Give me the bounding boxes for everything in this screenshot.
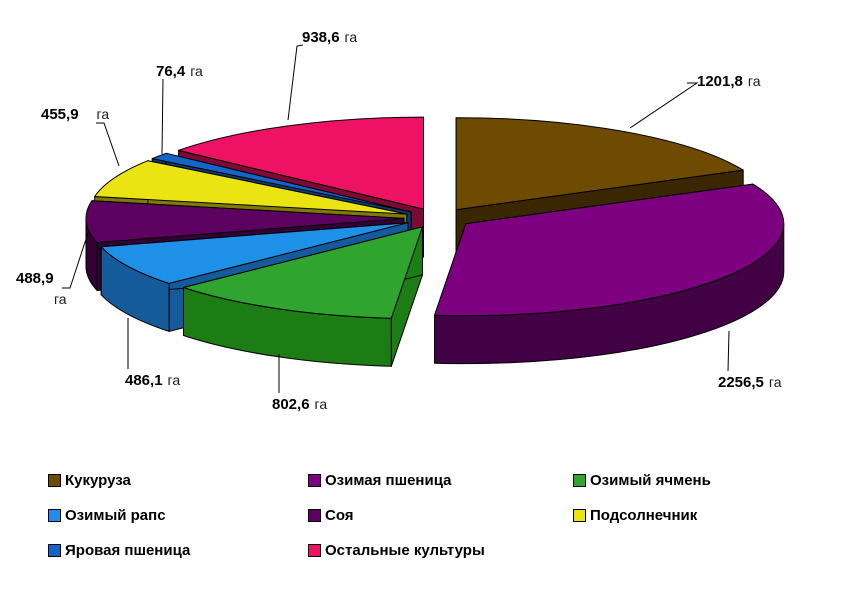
slice-top-ozimaya-pshenitsa [434,183,785,317]
value-text: 802,6 [272,396,310,413]
pie-slice-ozimaya-pshenitsa[interactable] [434,183,785,365]
value-label-ostalnye-kultury: 938,6 га [302,28,357,47]
unit-text: га [747,73,761,89]
slice-top-podsolnechnik [94,160,408,215]
value-text: 455,9 [41,106,79,123]
legend-swatch-soya [308,508,321,522]
slice-top-yarovaya-pshenitsa [151,152,412,213]
leader-line-yarovaya-pshenitsa [161,78,164,155]
value-label-yarovaya-pshenitsa: 76,4 га [156,62,203,81]
legend-swatch-yarovaya-pshenitsa [48,543,61,557]
value-text: 2256,5 [718,374,764,391]
legend-item-kukuruza[interactable]: Кукуруза [48,471,308,489]
unit-text: га [768,374,782,390]
value-label-kukuruza: 1201,8 га [697,72,760,91]
leader-line-ozimaya-pshenitsa [727,330,730,372]
leader-line-podsolnechnik [96,122,120,167]
unit-text: га [54,291,67,307]
leader-line-ostalnye-kultury [287,44,304,121]
legend-swatch-ozimyj-yachmen [573,473,586,487]
legend-swatch-ozimyj-raps [48,508,61,522]
value-text: 1201,8 [697,73,743,90]
slice-top-ozimyj-raps [100,222,409,284]
value-text: 938,6 [302,29,340,46]
value-text: 488,9 [16,270,54,287]
legend-label: Озимая пшеница [325,471,452,489]
legend-item-ozimaya-pshenitsa[interactable]: Озимая пшеница [308,471,573,489]
value-label-soya: 488,9 га [16,270,67,308]
legend-item-ozimyj-raps[interactable]: Озимый рапс [48,506,308,524]
legend: Кукуруза Озимая пшеница Озимый ячмень Озимы… [48,471,838,559]
slice-top-ozimyj-yachmen [183,226,423,319]
pie-slice-ozimyj-yachmen[interactable] [183,226,423,367]
legend-swatch-podsolnechnik [573,508,586,522]
value-label-ozimaya-pshenitsa: 2256,5 га [718,373,781,392]
legend-item-ostalnye-kultury[interactable]: Остальные культуры [308,541,573,559]
unit-text: га [167,372,181,388]
unit-text: га [344,29,358,45]
leader-line-soya [62,232,89,289]
pie-plot-area [62,44,785,393]
legend-label: Озимый рапс [65,506,166,524]
legend-label: Яровая пшеница [65,541,191,559]
value-text: 76,4 [156,63,186,80]
slice-top-ostalnye-kultury [178,116,424,210]
legend-label: Озимый ячмень [590,471,711,489]
unit-text: га [314,396,328,412]
legend-swatch-ozimaya-pshenitsa [308,473,321,487]
legend-item-podsolnechnik[interactable]: Подсолнечник [573,506,838,524]
value-label-podsolnechnik: 455,9 га [41,105,109,124]
value-label-ozimyj-yachmen: 802,6 га [272,395,327,414]
legend-label: Кукуруза [65,471,131,489]
legend-swatch-kukuruza [48,473,61,487]
legend-item-ozimyj-yachmen[interactable]: Озимый ячмень [573,471,838,489]
legend-label: Соя [325,506,354,524]
legend-label: Подсолнечник [590,506,698,524]
legend-label: Остальные культуры [325,541,485,559]
unit-text: га [96,106,110,122]
legend-swatch-ostalnye-kultury [308,543,321,557]
slice-top-kukuruza [455,117,744,211]
unit-text: га [190,63,203,79]
value-text: 486,1 [125,372,163,389]
legend-item-soya[interactable]: Соя [308,506,573,524]
leader-line-kukuruza [629,82,699,129]
slice-top-soya [85,200,405,243]
legend-item-yarovaya-pshenitsa[interactable]: Яровая пшеница [48,541,308,559]
value-label-ozimyj-raps: 486,1 га [125,371,180,390]
